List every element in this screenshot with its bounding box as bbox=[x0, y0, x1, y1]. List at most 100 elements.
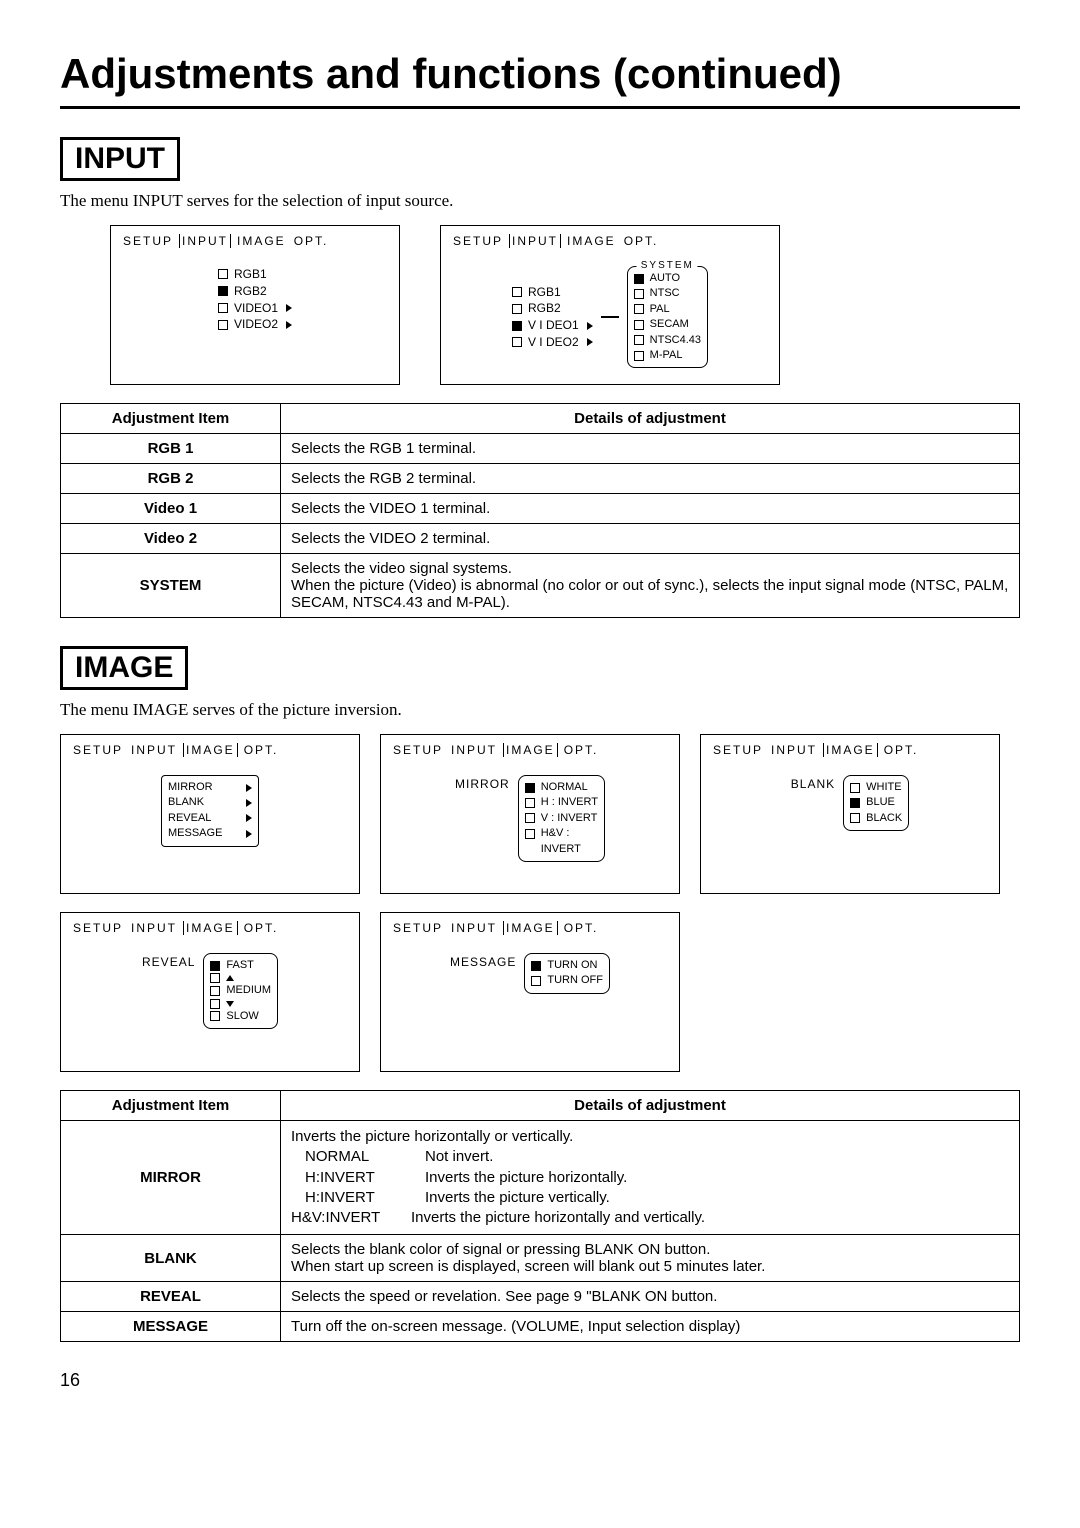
table-row: MIRROR Inverts the picture horizontally … bbox=[61, 1121, 1020, 1235]
message-item: MESSAGE bbox=[61, 1312, 281, 1342]
arrow-down-icon bbox=[226, 1001, 234, 1007]
table-item: SYSTEM bbox=[61, 554, 281, 618]
tab-setup: SETUP bbox=[71, 743, 125, 757]
blank-item: BLANK bbox=[61, 1235, 281, 1282]
checkbox-icon bbox=[531, 961, 541, 971]
menu-item: NTSC bbox=[634, 286, 701, 301]
menu-item: V I DEO2 bbox=[512, 334, 593, 351]
arrow-right-icon bbox=[246, 799, 252, 807]
menu-item: M-PAL bbox=[634, 348, 701, 363]
image-menu-reveal: SETUP INPUT IMAGE OPT. REVEAL FASTMEDIUM… bbox=[60, 912, 360, 1072]
table-row: REVEAL Selects the speed or revelation. … bbox=[61, 1282, 1020, 1312]
arrow-right-icon bbox=[587, 322, 593, 330]
tab-setup: SETUP bbox=[451, 234, 505, 248]
checkbox-icon bbox=[634, 335, 644, 345]
tab-opt: OPT. bbox=[562, 921, 601, 935]
tab-image: IMAGE bbox=[503, 921, 558, 935]
menu-item bbox=[210, 999, 271, 1009]
system-label: SYSTEM bbox=[637, 259, 698, 273]
checkbox-icon bbox=[218, 303, 228, 313]
checkbox-icon bbox=[850, 783, 860, 793]
tab-image: IMAGE bbox=[235, 234, 288, 248]
table-item: RGB 1 bbox=[61, 434, 281, 464]
input-heading: INPUT bbox=[60, 137, 180, 181]
menu-item: WHITE bbox=[850, 780, 902, 795]
table-item: Video 2 bbox=[61, 524, 281, 554]
arrow-up-icon bbox=[226, 975, 234, 981]
checkbox-icon bbox=[531, 976, 541, 986]
menu-item: BLANK bbox=[168, 795, 252, 810]
checkbox-icon bbox=[210, 986, 220, 996]
checkbox-icon bbox=[210, 999, 220, 1009]
checkbox-icon bbox=[512, 321, 522, 331]
tab-image: IMAGE bbox=[823, 743, 878, 757]
menu-item: NORMAL bbox=[525, 780, 598, 795]
table-details: Selects the VIDEO 2 terminal. bbox=[281, 524, 1020, 554]
tab-image: IMAGE bbox=[183, 743, 238, 757]
table-row: BLANK Selects the blank color of signal … bbox=[61, 1235, 1020, 1282]
tab-opt: OPT. bbox=[242, 921, 281, 935]
checkbox-icon bbox=[634, 274, 644, 284]
image-description: The menu IMAGE serves of the picture inv… bbox=[60, 700, 1020, 720]
menu-item: RGB1 bbox=[512, 284, 593, 301]
checkbox-icon bbox=[525, 829, 535, 839]
image-table: Adjustment Item Details of adjustment MI… bbox=[60, 1090, 1020, 1342]
tab-image: IMAGE bbox=[183, 921, 238, 935]
page-number: 16 bbox=[60, 1370, 1020, 1391]
tab-input: INPUT bbox=[179, 234, 231, 248]
checkbox-icon bbox=[525, 798, 535, 808]
checkbox-icon bbox=[634, 304, 644, 314]
checkbox-icon bbox=[210, 961, 220, 971]
tab-setup: SETUP bbox=[71, 921, 125, 935]
menu-item: RGB2 bbox=[218, 283, 292, 300]
menu-item: TURN ON bbox=[531, 958, 603, 973]
checkbox-icon bbox=[512, 287, 522, 297]
blank-label: BLANK bbox=[791, 775, 835, 791]
menu-tabs: SETUP INPUT IMAGE OPT. bbox=[121, 234, 389, 248]
image-menu-main: SETUP INPUT IMAGE OPT. MIRRORBLANKREVEAL… bbox=[60, 734, 360, 894]
menu-item: INVERT bbox=[525, 842, 598, 857]
menu-item: AUTO bbox=[634, 271, 701, 286]
tab-input: INPUT bbox=[129, 743, 179, 757]
reveal-details: Selects the speed or revelation. See pag… bbox=[281, 1282, 1020, 1312]
checkbox-icon bbox=[850, 798, 860, 808]
tab-opt: OPT. bbox=[882, 743, 921, 757]
menu-item: V I DEO1 bbox=[512, 317, 593, 334]
checkbox-icon bbox=[512, 337, 522, 347]
tab-setup: SETUP bbox=[711, 743, 765, 757]
checkbox-icon bbox=[525, 783, 535, 793]
input-table: Adjustment Item Details of adjustment RG… bbox=[60, 403, 1020, 618]
menu-item: H&V : bbox=[525, 826, 598, 841]
tab-image: IMAGE bbox=[503, 743, 558, 757]
menu-item: MEDIUM bbox=[210, 983, 271, 998]
image-menu-mirror: SETUP INPUT IMAGE OPT. MIRROR NORMALH : … bbox=[380, 734, 680, 894]
menu-item: BLACK bbox=[850, 811, 902, 826]
menu-item: REVEAL bbox=[168, 811, 252, 826]
blank-details: Selects the blank color of signal or pre… bbox=[281, 1235, 1020, 1282]
checkbox-icon bbox=[634, 320, 644, 330]
menu-tabs: SETUP INPUT IMAGE OPT. bbox=[451, 234, 769, 248]
checkbox-icon bbox=[218, 320, 228, 330]
tab-input: INPUT bbox=[129, 921, 179, 935]
menu-item: SLOW bbox=[210, 1009, 271, 1024]
mirror-details: Inverts the picture horizontally or vert… bbox=[281, 1121, 1020, 1235]
menu-item: SECAM bbox=[634, 317, 701, 332]
table-row: Video 1Selects the VIDEO 1 terminal. bbox=[61, 494, 1020, 524]
connector-line bbox=[601, 316, 619, 318]
menu-item: NTSC4.43 bbox=[634, 333, 701, 348]
image-menu-blank: SETUP INPUT IMAGE OPT. BLANK WHITEBLUEBL… bbox=[700, 734, 1000, 894]
input-description: The menu INPUT serves for the selection … bbox=[60, 191, 1020, 211]
checkbox-icon bbox=[210, 973, 220, 983]
menu-item: VIDEO1 bbox=[218, 300, 292, 317]
menu-item: H : INVERT bbox=[525, 795, 598, 810]
arrow-right-icon bbox=[286, 321, 292, 329]
menu-item: V : INVERT bbox=[525, 811, 598, 826]
tab-image: IMAGE bbox=[565, 234, 618, 248]
menu-item: PAL bbox=[634, 302, 701, 317]
tab-input: INPUT bbox=[769, 743, 819, 757]
checkbox-icon bbox=[512, 304, 522, 314]
table-details: Selects the RGB 2 terminal. bbox=[281, 464, 1020, 494]
tab-opt: OPT. bbox=[292, 234, 331, 248]
mirror-label: MIRROR bbox=[455, 775, 510, 791]
menu-item: MESSAGE bbox=[168, 826, 252, 841]
